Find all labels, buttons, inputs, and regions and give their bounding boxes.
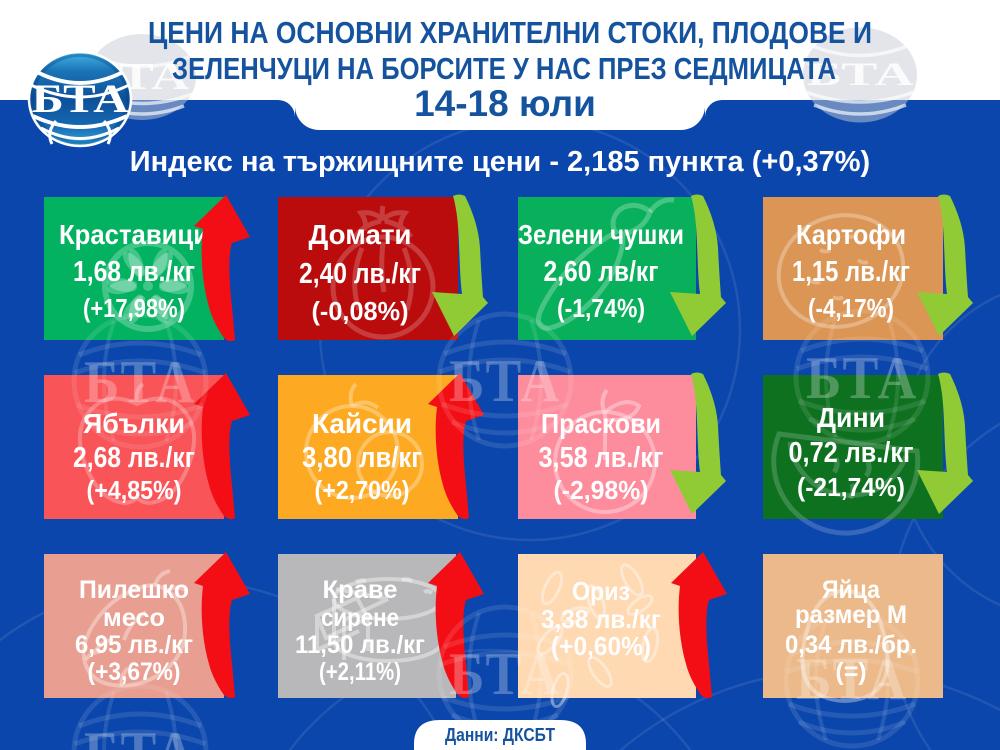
svg-text:сирене: сирене (321, 604, 399, 632)
svg-text:(+2,11%): (+2,11%) (319, 658, 401, 686)
svg-text:БТА: БТА (32, 76, 129, 121)
svg-text:Яйца: Яйца (822, 576, 881, 604)
svg-text:месо: месо (103, 604, 165, 632)
svg-text:ЦЕНИ НА ОСНОВНИ ХРАНИТЕЛНИ СТО: ЦЕНИ НА ОСНОВНИ ХРАНИТЕЛНИ СТОКИ, ПЛОДОВ… (148, 15, 872, 50)
svg-text:11,50 лв./кг: 11,50 лв./кг (295, 631, 425, 659)
svg-text:(+3,67%): (+3,67%) (88, 658, 181, 686)
svg-text:ЗЕЛЕНЧУЦИ НА БОРСИТЕ У НАС ПРЕ: ЗЕЛЕНЧУЦИ НА БОРСИТЕ У НАС ПРЕЗ СЕДМИЦАТ… (172, 51, 836, 86)
svg-text:Пилешко: Пилешко (79, 576, 189, 604)
svg-text:Домати: Домати (309, 219, 412, 250)
svg-text:Краставици: Краставици (59, 219, 209, 250)
svg-text:14-18 юли: 14-18 юли (414, 83, 596, 124)
svg-text:(+17,98%): (+17,98%) (83, 293, 185, 323)
svg-text:Краве: Краве (323, 576, 398, 604)
svg-text:Данни: ДКСБТ: Данни: ДКСБТ (445, 725, 555, 745)
svg-text:1,68 лв./кг: 1,68 лв./кг (73, 256, 195, 288)
svg-text:Кайсии: Кайсии (312, 408, 412, 439)
svg-text:Индекс на тържищните цени - 2,: Индекс на тържищните цени - 2,185 пункта… (130, 146, 870, 178)
svg-text:(+2,70%): (+2,70%) (315, 475, 410, 505)
svg-text:3,80 лв/кг: 3,80 лв/кг (302, 442, 422, 474)
svg-text:2,60 лв/кг: 2,60 лв/кг (544, 256, 659, 288)
svg-text:(-1,74%): (-1,74%) (557, 293, 645, 323)
svg-text:Ориз: Ориз (572, 576, 630, 606)
svg-text:(-2,98%): (-2,98%) (554, 475, 649, 505)
svg-text:(-0,08%): (-0,08%) (312, 296, 409, 326)
svg-text:Зелени чушки: Зелени чушки (518, 219, 684, 250)
svg-text:(+4,85%): (+4,85%) (87, 475, 182, 505)
svg-text:3,58 лв./кг: 3,58 лв./кг (539, 442, 664, 474)
svg-text:БТА: БТА (807, 57, 914, 93)
svg-text:2,40 лв./кг: 2,40 лв./кг (299, 258, 421, 290)
svg-text:(-4,17%): (-4,17%) (808, 293, 894, 323)
svg-text:1,15 лв./кг: 1,15 лв./кг (792, 256, 910, 288)
svg-text:3,38 лв./кг: 3,38 лв./кг (541, 604, 661, 634)
svg-text:(-21,74%): (-21,74%) (797, 472, 905, 502)
svg-text:Картофи: Картофи (796, 219, 906, 250)
svg-text:6,95 лв./кг: 6,95 лв./кг (75, 631, 193, 659)
